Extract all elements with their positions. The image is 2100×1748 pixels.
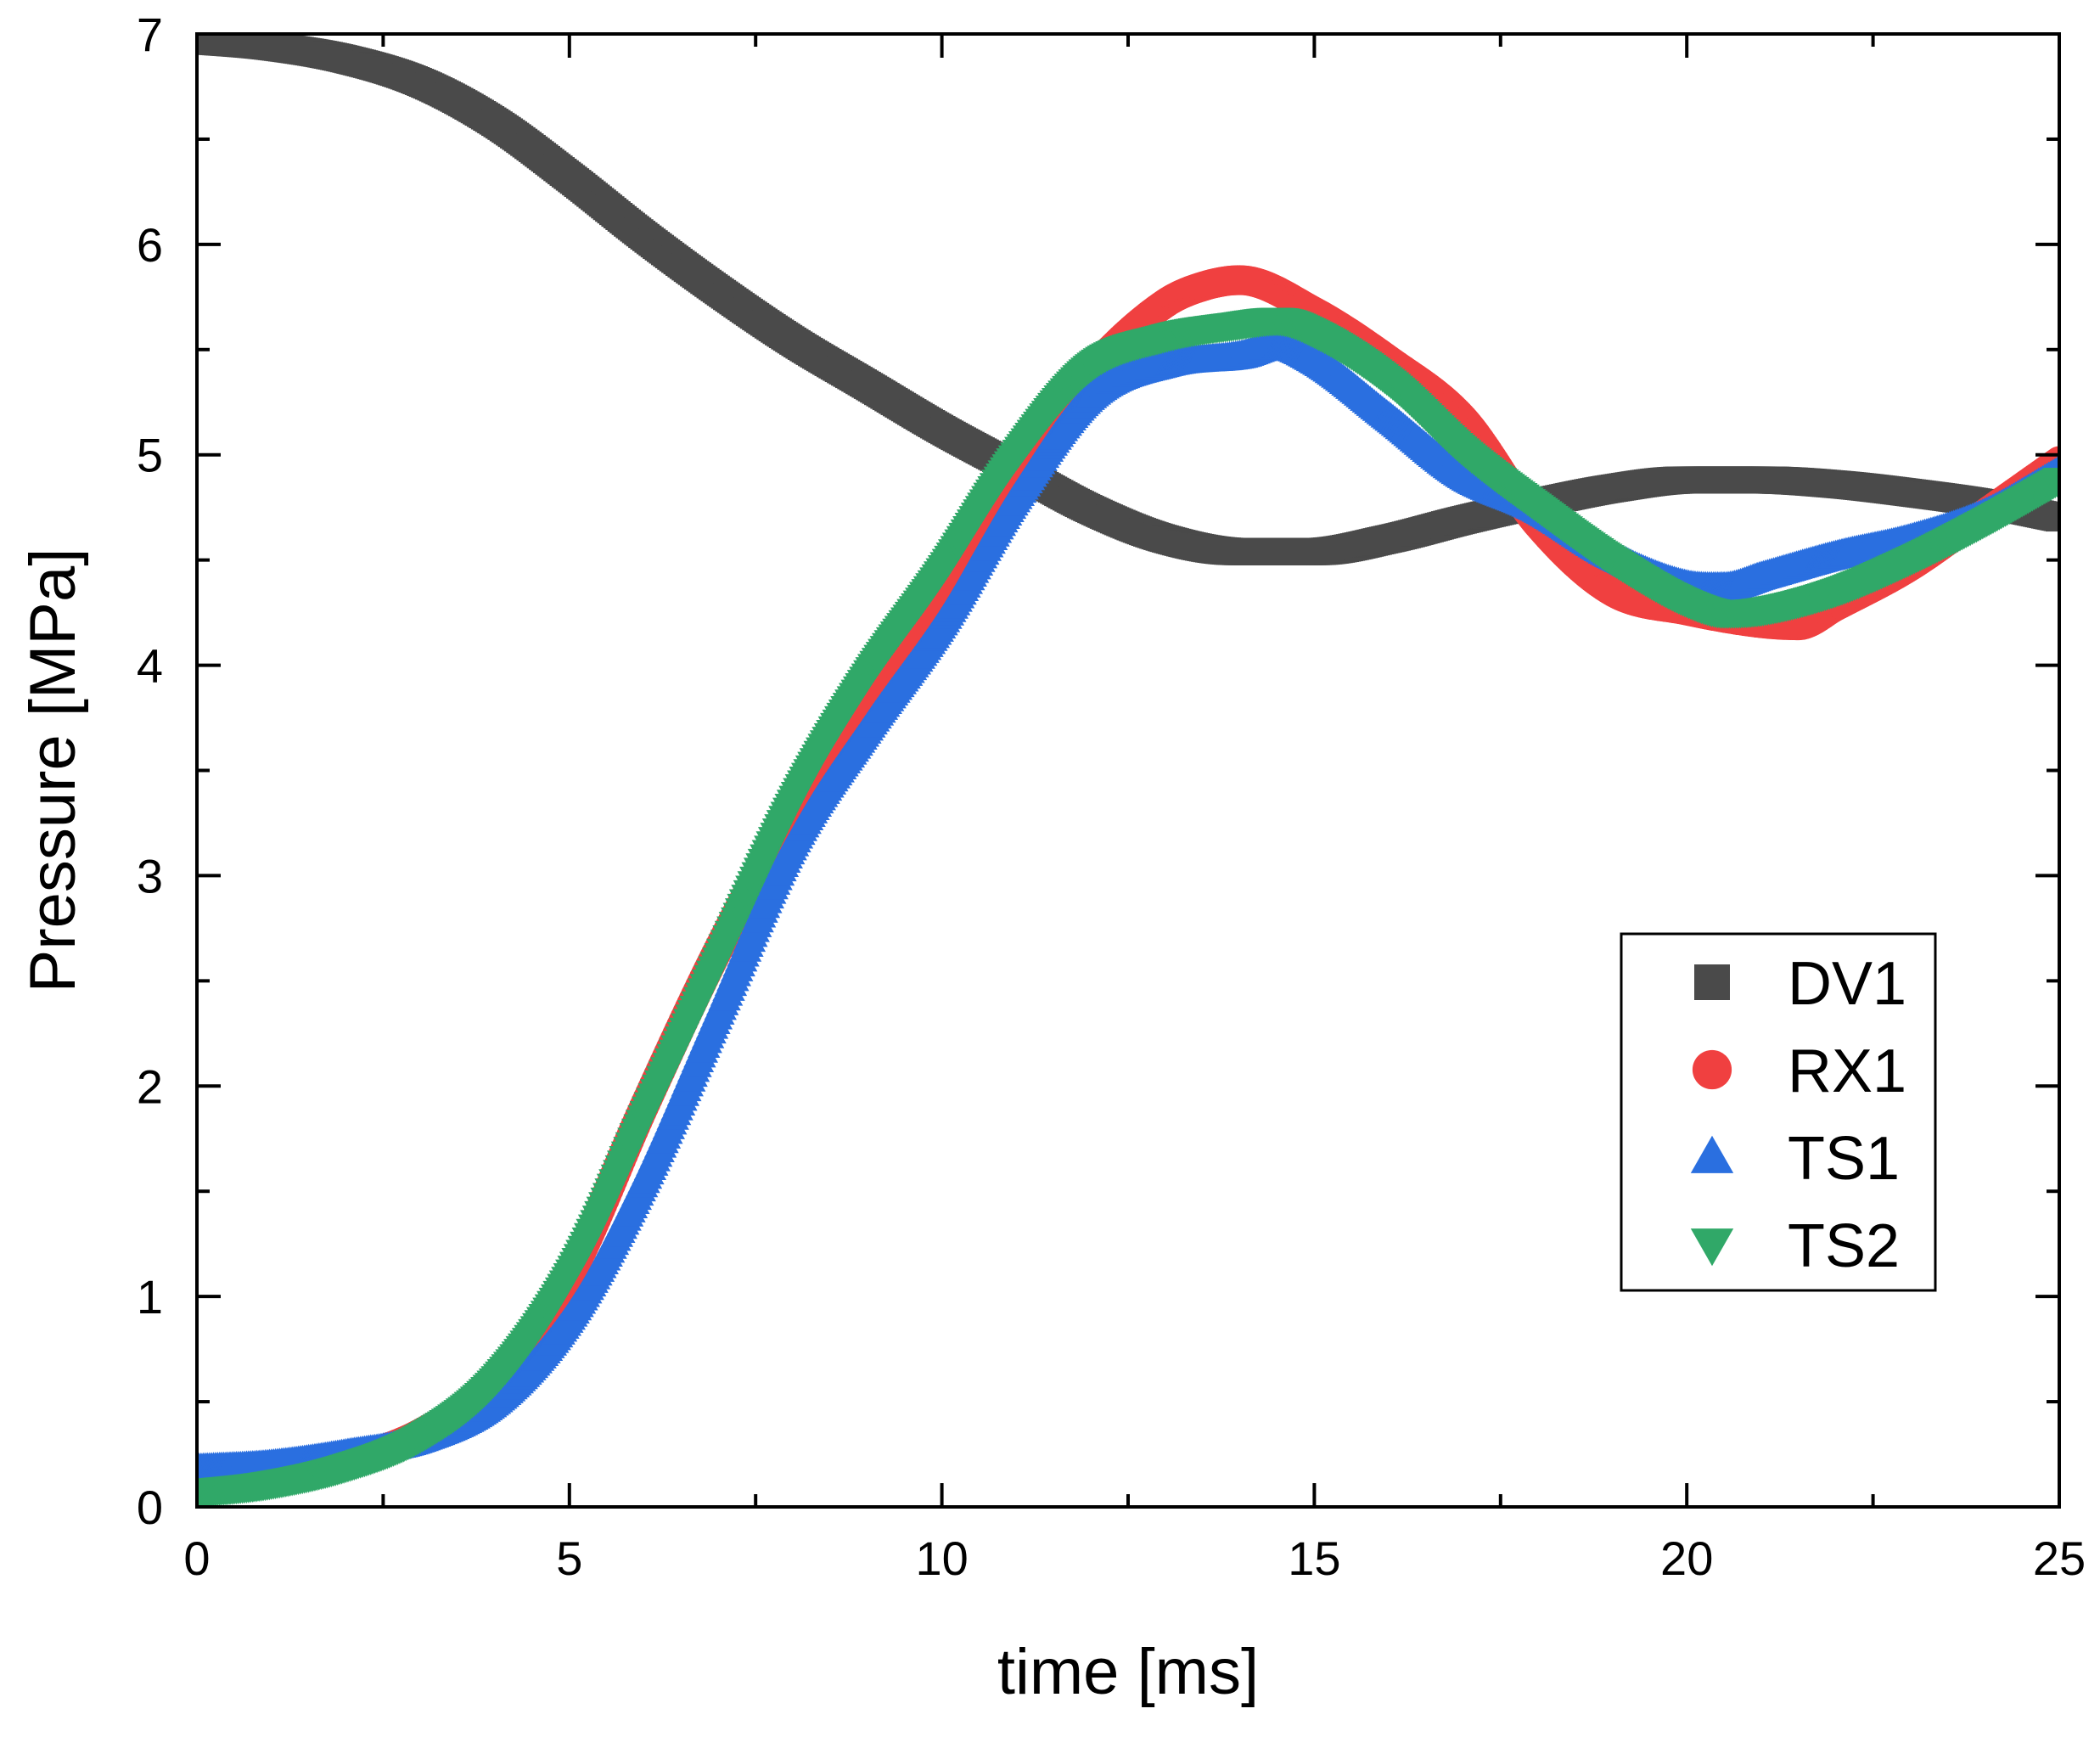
series-rx1 xyxy=(197,265,2059,1501)
legend-item-dv1: DV1 xyxy=(1694,950,1906,1018)
legend: DV1 RX1 TS1 TS2 xyxy=(1620,932,1937,1292)
legend-label-rx1: RX1 xyxy=(1788,1037,1906,1105)
legend-item-rx1: RX1 xyxy=(1692,1037,1906,1105)
plot-area xyxy=(197,34,2059,1507)
x-tick-label: 15 xyxy=(1288,1532,1340,1585)
legend-label-dv1: DV1 xyxy=(1788,950,1906,1018)
y-tick-label: 7 xyxy=(137,8,163,61)
legend-marker-rx1 xyxy=(1692,1049,1732,1090)
legend-marker-ts2 xyxy=(1690,1228,1734,1267)
legend-label-ts1: TS1 xyxy=(1788,1125,1900,1193)
legend-box xyxy=(1620,932,1937,1292)
y-tick-label: 6 xyxy=(137,218,163,272)
y-axis-label: Pressure [MPa] xyxy=(17,548,89,993)
x-axis: 0 5 10 15 20 25 xyxy=(183,34,2086,1585)
y-tick-label: 0 xyxy=(137,1481,163,1534)
x-tick-label: 0 xyxy=(183,1532,210,1585)
legend-item-ts1: TS1 xyxy=(1690,1125,1900,1193)
x-axis-label: time [ms] xyxy=(997,1636,1259,1708)
y-tick-label: 1 xyxy=(137,1270,163,1324)
legend-marker-ts1 xyxy=(1690,1135,1734,1173)
x-tick-label: 5 xyxy=(556,1532,582,1585)
x-tick-label: 10 xyxy=(915,1532,968,1585)
series-ts2 xyxy=(197,307,2059,1507)
y-tick-label: 2 xyxy=(137,1059,163,1113)
y-tick-label: 5 xyxy=(137,429,163,482)
data-point-ts2 xyxy=(2042,468,2059,497)
legend-marker-dv1 xyxy=(1694,964,1730,1000)
y-tick-label: 3 xyxy=(137,849,163,902)
series-ts1 xyxy=(197,329,2059,1481)
legend-items: DV1 RX1 TS1 TS2 xyxy=(1690,950,1906,1280)
series-dv1 xyxy=(197,34,2059,565)
x-tick-label: 20 xyxy=(1660,1532,1713,1585)
legend-label-ts2: TS2 xyxy=(1788,1212,1900,1280)
y-tick-label: 4 xyxy=(137,639,163,693)
legend-item-ts2: TS2 xyxy=(1690,1212,1900,1280)
y-axis: 0 1 2 3 4 5 6 7 xyxy=(137,8,2059,1534)
data-point-dv1 xyxy=(2046,504,2059,532)
x-tick-label: 25 xyxy=(2033,1532,2086,1585)
